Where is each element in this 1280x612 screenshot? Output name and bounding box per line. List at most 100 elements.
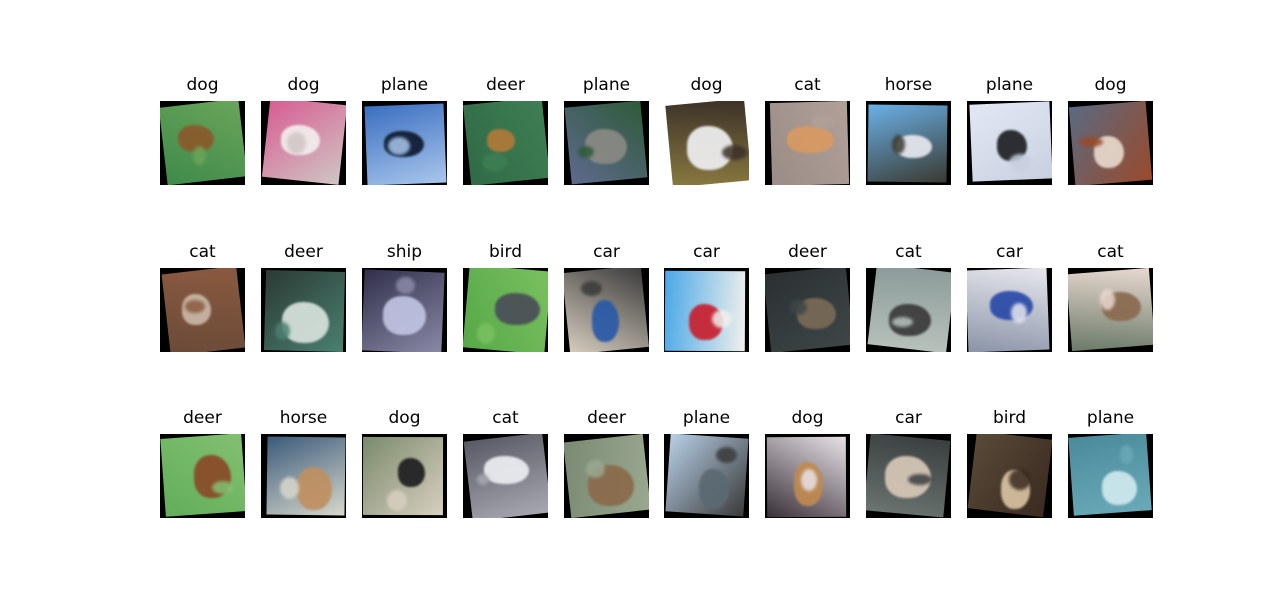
subject-detail-shape bbox=[1120, 445, 1133, 464]
subject-detail-shape bbox=[1009, 154, 1032, 171]
grid-cell: dog bbox=[362, 408, 447, 518]
grid-cell: car bbox=[866, 408, 951, 518]
class-label: cat bbox=[895, 242, 922, 262]
subject-detail-shape bbox=[275, 322, 290, 340]
thumbnail-image bbox=[1068, 434, 1153, 518]
grid-cell: cat bbox=[160, 242, 245, 352]
class-label: car bbox=[593, 242, 620, 262]
thumbnail-image bbox=[1068, 101, 1153, 185]
class-label: plane bbox=[985, 75, 1034, 95]
subject-detail-shape bbox=[1011, 303, 1027, 323]
grid-cell: horse bbox=[261, 408, 346, 518]
subject-detail-shape bbox=[578, 146, 594, 158]
thumbnail-image bbox=[261, 101, 346, 185]
class-label: dog bbox=[690, 75, 723, 95]
grid-cell: bird bbox=[463, 242, 548, 352]
grid-cell: deer bbox=[765, 242, 850, 352]
subject-detail-shape bbox=[716, 447, 737, 463]
thumbnail-image bbox=[463, 101, 548, 185]
class-label: plane bbox=[380, 75, 429, 95]
subject-detail-shape bbox=[1009, 469, 1031, 490]
thumbnail-image bbox=[463, 434, 548, 518]
class-label: deer bbox=[486, 75, 525, 95]
subject-shape bbox=[487, 129, 515, 152]
subject-shape bbox=[484, 456, 529, 484]
class-label: horse bbox=[884, 75, 933, 95]
class-label: dog bbox=[388, 408, 421, 428]
thumbnail-image bbox=[463, 268, 548, 352]
class-label: dog bbox=[1094, 75, 1127, 95]
subject-detail-shape bbox=[212, 481, 234, 494]
grid-cell: car bbox=[664, 242, 749, 352]
grid-cell: deer bbox=[564, 408, 649, 518]
class-label: car bbox=[693, 242, 720, 262]
thumbnail-image bbox=[362, 101, 447, 185]
subject-detail-shape bbox=[586, 460, 605, 478]
thumbnail-image bbox=[866, 434, 951, 518]
class-label: dog bbox=[287, 75, 320, 95]
grid-cell: plane bbox=[564, 75, 649, 185]
subject-shape bbox=[495, 293, 540, 325]
class-label: dog bbox=[791, 408, 824, 428]
class-label: dog bbox=[186, 75, 219, 95]
class-label: deer bbox=[284, 242, 323, 262]
subject-shape bbox=[592, 300, 619, 342]
subject-shape bbox=[383, 296, 426, 335]
thumbnail-image bbox=[261, 268, 346, 352]
class-label: plane bbox=[682, 408, 731, 428]
class-label: deer bbox=[587, 408, 626, 428]
subject-detail-shape bbox=[892, 317, 913, 327]
thumbnail-image bbox=[967, 268, 1052, 352]
thumbnail-image bbox=[564, 101, 649, 185]
grid-cell: horse bbox=[866, 75, 951, 185]
subject-shape bbox=[585, 129, 627, 164]
class-label: bird bbox=[489, 242, 522, 262]
subject-detail-shape bbox=[482, 153, 507, 171]
class-label: plane bbox=[582, 75, 631, 95]
subject-shape bbox=[282, 302, 329, 343]
subject-detail-shape bbox=[396, 277, 415, 294]
class-label: ship bbox=[386, 242, 423, 262]
subject-detail-shape bbox=[185, 300, 205, 313]
grid-cell: cat bbox=[765, 75, 850, 185]
thumbnail-image bbox=[967, 434, 1052, 518]
class-label: horse bbox=[279, 408, 328, 428]
subject-detail-shape bbox=[892, 135, 905, 154]
thumbnail-image bbox=[362, 268, 447, 352]
thumbnail-image bbox=[160, 268, 245, 352]
subject-detail-shape bbox=[1100, 289, 1115, 310]
subject-detail-shape bbox=[811, 114, 835, 129]
grid-cell: cat bbox=[866, 242, 951, 352]
thumbnail-image bbox=[261, 434, 346, 518]
subject-detail-shape bbox=[712, 310, 732, 328]
grid-cell: dog bbox=[765, 408, 850, 518]
subject-detail-shape bbox=[908, 474, 932, 485]
subject-detail-shape bbox=[193, 146, 206, 165]
thumbnail-image bbox=[160, 434, 245, 518]
grid-cell: car bbox=[564, 242, 649, 352]
grid-cell: plane bbox=[1068, 408, 1153, 518]
subject-detail-shape bbox=[387, 490, 407, 511]
subject-shape bbox=[297, 467, 332, 510]
thumbnail-image bbox=[664, 434, 749, 518]
thumbnail-image bbox=[160, 101, 245, 185]
class-label: cat bbox=[189, 242, 216, 262]
grid-cell: deer bbox=[261, 242, 346, 352]
subject-detail-shape bbox=[287, 132, 306, 154]
grid-cell: deer bbox=[463, 75, 548, 185]
grid-cell: cat bbox=[463, 408, 548, 518]
grid-cell: car bbox=[967, 242, 1052, 352]
class-label: cat bbox=[492, 408, 519, 428]
grid-cell: plane bbox=[967, 75, 1052, 185]
thumbnail-image bbox=[1068, 268, 1153, 352]
thumbnail-image bbox=[664, 101, 749, 185]
thumbnail-image bbox=[765, 434, 850, 518]
subject-detail-shape bbox=[477, 474, 489, 485]
subject-detail-shape bbox=[722, 145, 747, 160]
thumbnail-image bbox=[362, 434, 447, 518]
class-label: bird bbox=[993, 408, 1026, 428]
grid-cell: plane bbox=[664, 408, 749, 518]
class-label: car bbox=[996, 242, 1023, 262]
subject-detail-shape bbox=[581, 281, 602, 296]
